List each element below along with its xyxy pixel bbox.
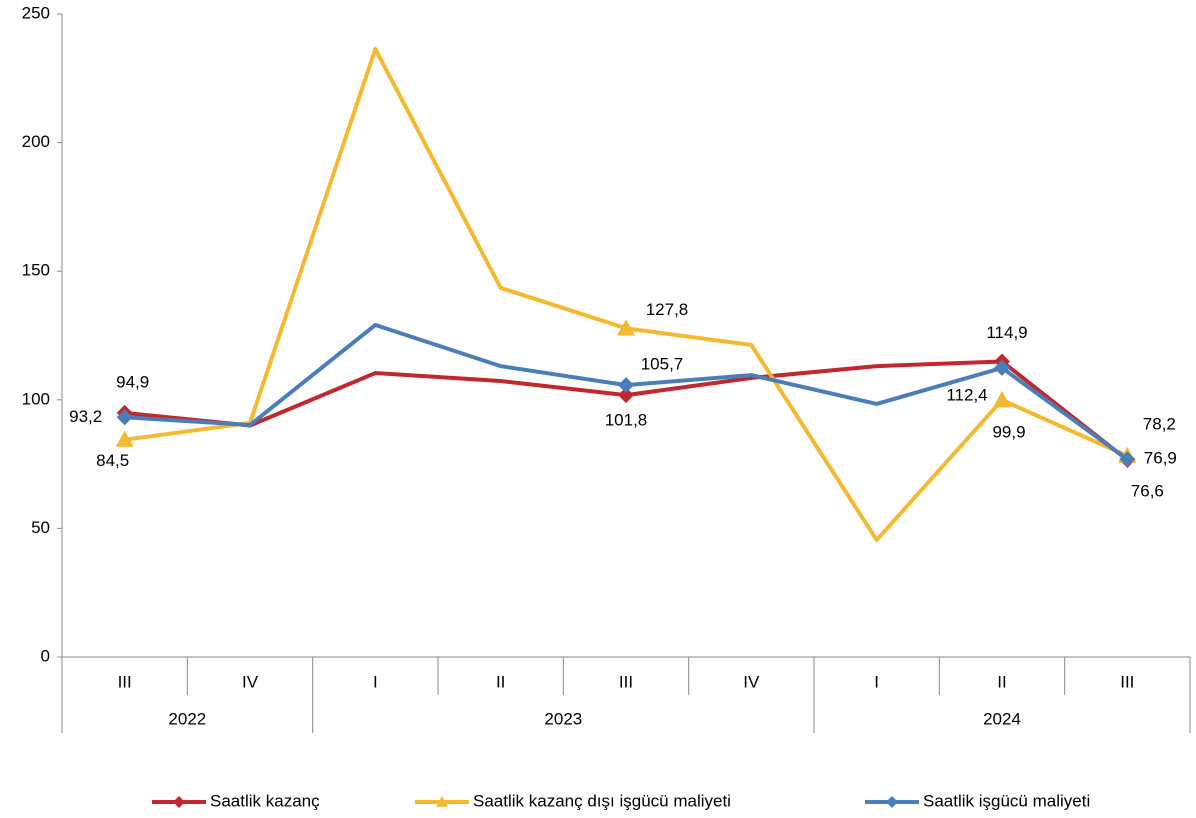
x-tick-label: III [118,672,132,691]
y-tick-label: 50 [31,518,50,537]
marker [618,387,634,404]
data-label: 105,7 [641,355,684,374]
data-label: 112,4 [946,385,987,404]
y-tick-label: 150 [22,261,50,280]
x-tick-label: IV [743,672,760,691]
data-label: 101,8 [605,411,648,430]
marker [994,359,1010,376]
marker [1119,451,1136,468]
x-tick-label: I [373,672,378,691]
marker [993,391,1011,408]
data-label: 94,9 [116,372,149,391]
data-label: 84,5 [96,451,129,470]
marker [618,377,634,394]
x-tick-label: II [997,672,1006,691]
legend-label: Saatlik kazanç dışı işgücü maliyeti [473,791,731,810]
x-tick-label: II [496,672,505,691]
x-tick-label: III [1120,672,1134,691]
y-tick-label: 100 [22,389,50,408]
y-tick-label: 200 [22,132,50,151]
data-label: 99,9 [992,423,1025,442]
group-label: 2022 [168,709,206,728]
marker [115,430,134,447]
marker [173,796,185,808]
data-label: 76,9 [1144,449,1177,468]
x-tick-label: I [874,672,879,691]
legend-label: Saatlik işgücü maliyeti [923,791,1090,810]
y-tick-label: 0 [41,646,50,665]
data-label: 93,2 [69,407,102,426]
data-label: 127,8 [646,300,689,319]
group-label: 2024 [983,709,1021,728]
marker [617,319,635,336]
x-tick-label: III [619,672,633,691]
y-tick-label: 250 [22,3,50,22]
data-label: 114,9 [986,323,1027,342]
marker [886,796,898,808]
x-tick-label: IV [242,672,259,691]
series-line [124,46,1129,542]
legend-label: Saatlik kazanç [210,791,320,810]
data-label: 78,2 [1143,414,1176,433]
marker [436,796,448,807]
group-label: 2023 [544,709,582,728]
marker [116,409,133,426]
data-label: 76,6 [1131,481,1164,500]
